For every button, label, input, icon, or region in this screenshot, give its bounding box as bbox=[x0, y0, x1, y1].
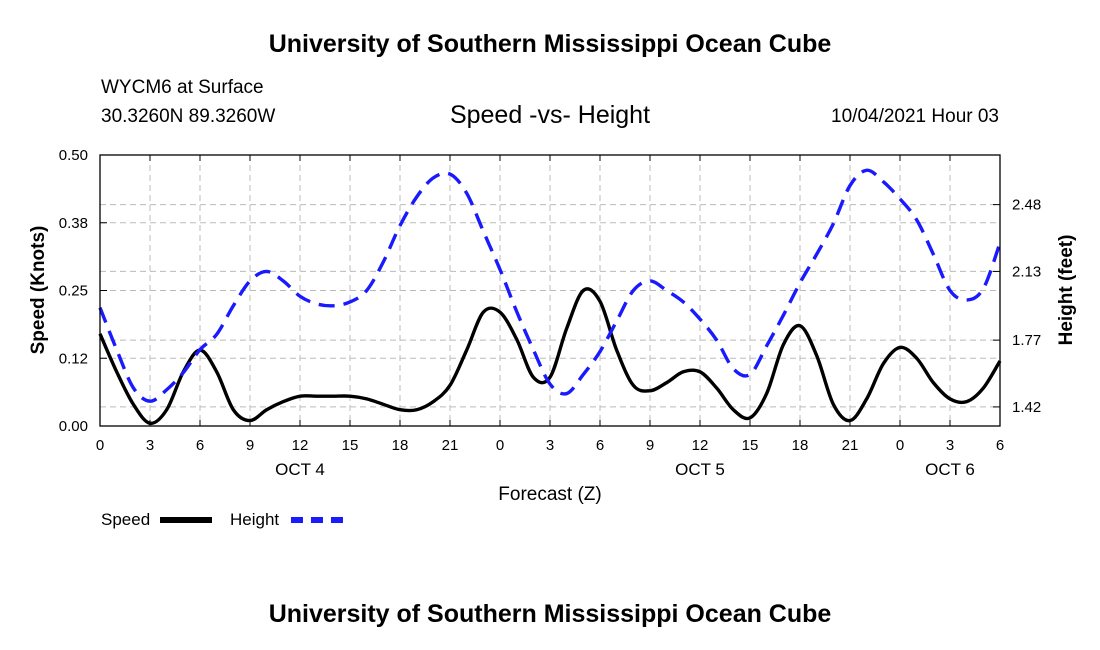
legend-speed-swatch bbox=[160, 517, 212, 523]
legend-height-label: Height bbox=[230, 510, 280, 529]
y-tick-label: 0.38 bbox=[59, 215, 88, 232]
x-tick-label: 15 bbox=[342, 437, 359, 454]
y-tick-label: 0.50 bbox=[59, 147, 88, 164]
x-tick-label: 0 bbox=[496, 437, 504, 454]
y2-axis-title: Height (feet) bbox=[1056, 235, 1077, 346]
x-tick-label: 9 bbox=[246, 437, 254, 454]
legend-speed-label: Speed bbox=[101, 510, 151, 529]
date-label: OCT 6 bbox=[925, 460, 975, 479]
x-tick-label: 12 bbox=[292, 437, 309, 454]
page-title: University of Southern Mississippi Ocean… bbox=[268, 30, 832, 58]
x-tick-label: 3 bbox=[546, 437, 554, 454]
x-tick-label: 6 bbox=[196, 437, 204, 454]
x-tick-label: 6 bbox=[596, 437, 604, 454]
x-tick-label: 21 bbox=[842, 437, 859, 454]
x-tick-label: 0 bbox=[96, 437, 104, 454]
legend-height-swatch bbox=[291, 517, 343, 523]
footer-title: University of Southern Mississippi Ocean… bbox=[268, 600, 832, 628]
y2-tick-label: 1.42 bbox=[1012, 399, 1041, 416]
forecast-datetime: 10/04/2021 Hour 03 bbox=[831, 106, 999, 127]
y2-tick-label: 2.13 bbox=[1012, 263, 1041, 280]
x-tick-label: 18 bbox=[392, 437, 409, 454]
grid-lines bbox=[100, 155, 1000, 426]
x-tick-label: 3 bbox=[946, 437, 954, 454]
y2-tick-label: 2.48 bbox=[1012, 197, 1041, 214]
x-tick-label: 0 bbox=[896, 437, 904, 454]
y-tick-label: 0.00 bbox=[59, 418, 88, 435]
x-tick-label: 12 bbox=[692, 437, 709, 454]
series-line-height bbox=[98, 168, 1002, 403]
date-label: OCT 5 bbox=[675, 460, 725, 479]
y-tick-label: 0.25 bbox=[59, 283, 88, 300]
station-label: WYCM6 at Surface bbox=[101, 77, 264, 98]
x-tick-label: 3 bbox=[146, 437, 154, 454]
y-tick-label: 0.12 bbox=[59, 350, 88, 367]
x-tick-label: 18 bbox=[792, 437, 809, 454]
x-tick-label: 21 bbox=[442, 437, 459, 454]
x-tick-label: 6 bbox=[996, 437, 1004, 454]
x-tick-label: 15 bbox=[742, 437, 759, 454]
x-axis-title: Forecast (Z) bbox=[498, 484, 601, 505]
chart-title: Speed -vs- Height bbox=[449, 101, 651, 129]
x-tick-label: 9 bbox=[646, 437, 654, 454]
date-label: OCT 4 bbox=[275, 460, 325, 479]
y-axis-title: Speed (Knots) bbox=[28, 226, 49, 355]
station-coords: 30.3260N 89.3260W bbox=[101, 106, 276, 127]
y2-tick-label: 1.77 bbox=[1012, 332, 1041, 349]
